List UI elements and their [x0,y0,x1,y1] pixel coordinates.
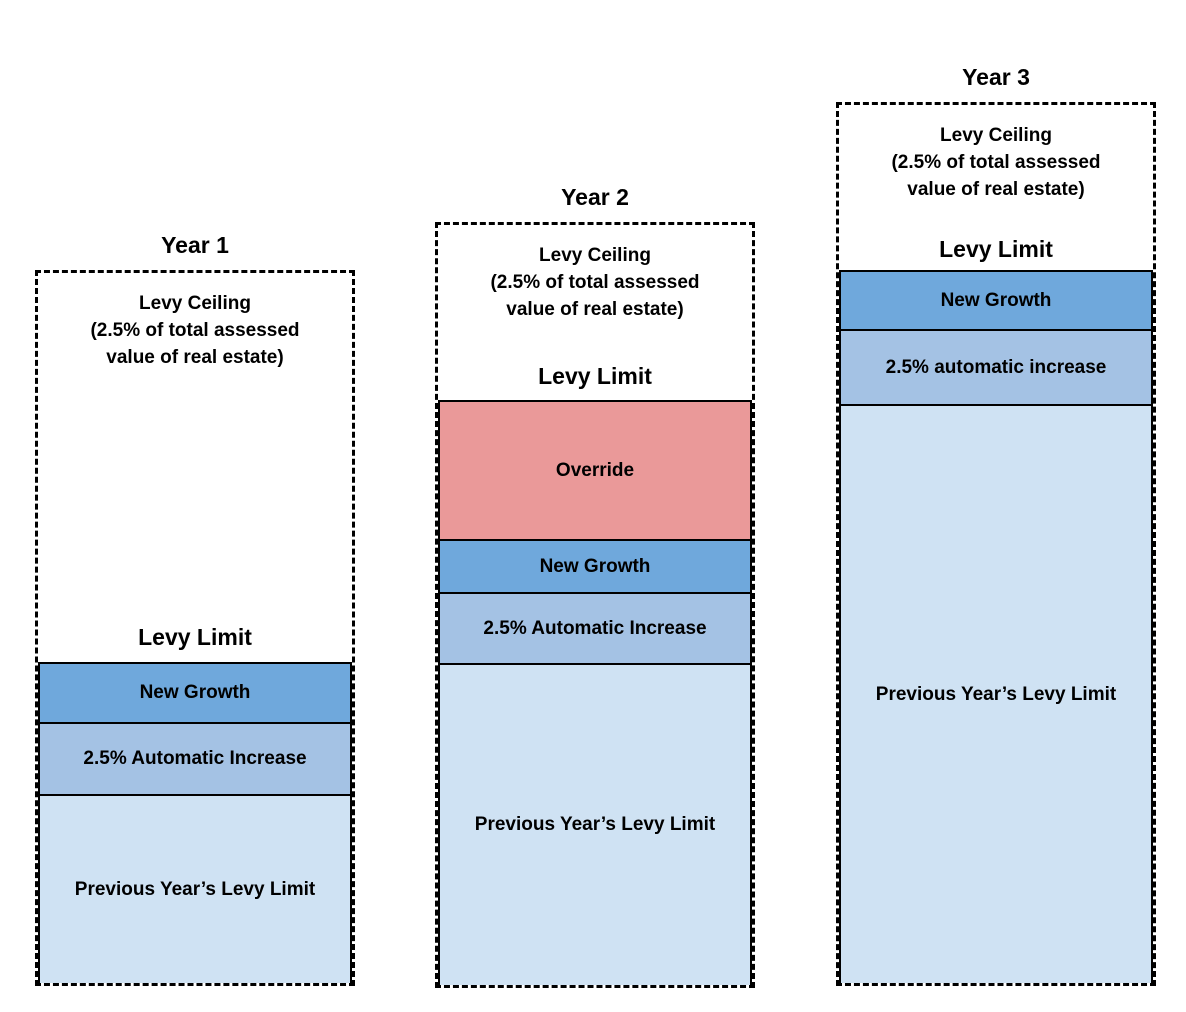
year2-segment-previous-levy-limit: Previous Year’s Levy Limit [440,663,750,985]
year1-segment-new-growth: New Growth [40,664,350,722]
year1-bar-stack: New Growth 2.5% Automatic Increase Previ… [38,662,352,983]
year2-column: Year 2 Levy Ceiling (2.5% of total asses… [435,184,755,988]
year3-levy-ceiling-label: Levy Ceiling (2.5% of total assessed val… [839,105,1153,203]
ceiling-line-3: value of real estate) [106,347,284,368]
year3-segment-new-growth: New Growth [841,272,1151,329]
year2-segment-override: Override [440,402,750,539]
ceiling-line-1: Levy Ceiling [539,245,651,266]
year3-title: Year 3 [962,64,1030,90]
year2-title: Year 2 [561,184,629,210]
year2-levy-limit-label: Levy Limit [538,363,652,389]
year1-levy-ceiling-label: Levy Ceiling (2.5% of total assessed val… [38,273,352,371]
ceiling-line-1: Levy Ceiling [139,293,251,314]
year2-segment-new-growth: New Growth [440,539,750,592]
year1-levy-ceiling-box: Levy Ceiling (2.5% of total assessed val… [35,270,355,986]
year1-levy-limit-label: Levy Limit [138,624,252,650]
ceiling-line-3: value of real estate) [506,299,684,320]
year1-title: Year 1 [161,232,229,258]
year2-bar-stack: Override New Growth 2.5% Automatic Incre… [438,400,752,985]
ceiling-line-3: value of real estate) [907,179,1085,200]
ceiling-line-2: (2.5% of total assessed [891,152,1101,173]
year2-levy-ceiling-label: Levy Ceiling (2.5% of total assessed val… [438,225,752,323]
year2-levy-ceiling-box: Levy Ceiling (2.5% of total assessed val… [435,222,755,988]
year3-column: Year 3 Levy Ceiling (2.5% of total asses… [836,64,1156,986]
year3-segment-previous-levy-limit: Previous Year’s Levy Limit [841,404,1151,983]
year3-levy-ceiling-box: Levy Ceiling (2.5% of total assessed val… [836,102,1156,986]
year3-segment-automatic-increase: 2.5% automatic increase [841,329,1151,404]
year1-segment-previous-levy-limit: Previous Year’s Levy Limit [40,794,350,983]
ceiling-line-2: (2.5% of total assessed [490,272,700,293]
year3-levy-limit-label: Levy Limit [939,236,1053,262]
year1-segment-automatic-increase: 2.5% Automatic Increase [40,722,350,794]
ceiling-line-2: (2.5% of total assessed [90,320,300,341]
year2-segment-automatic-increase: 2.5% Automatic Increase [440,592,750,663]
year1-column: Year 1 Levy Ceiling (2.5% of total asses… [35,232,355,986]
year3-bar-stack: New Growth 2.5% automatic increase Previ… [839,270,1153,983]
ceiling-line-1: Levy Ceiling [940,125,1052,146]
